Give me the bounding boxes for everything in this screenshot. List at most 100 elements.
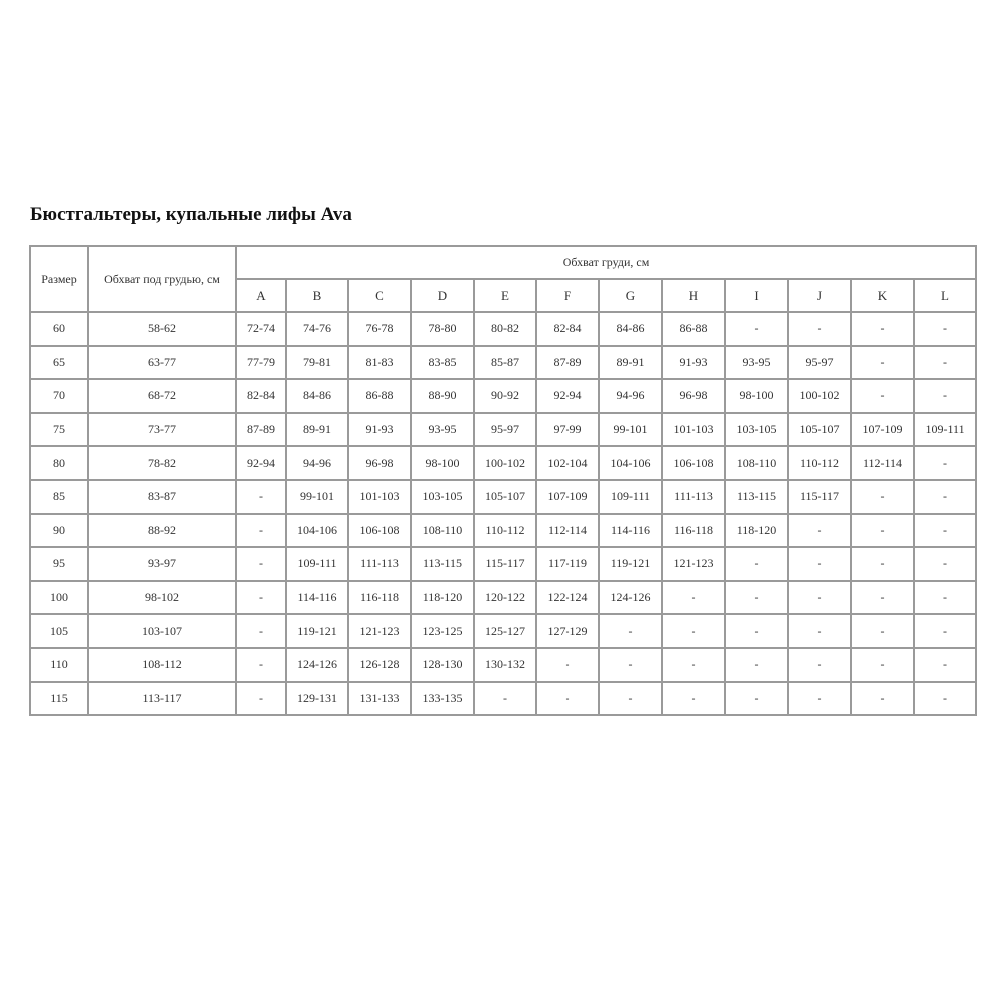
table-row: 105 103-107-119-121 121-123 123-125 125-127 1… bbox=[29, 613, 978, 649]
cell-bust: 101-103 bbox=[661, 411, 726, 448]
cell-bust: 124-126 bbox=[285, 646, 349, 683]
cell-bust: - bbox=[912, 478, 978, 515]
table-row: 60 58-62 72-74 74-76 76-78 78-80 80-82 82-84 84-… bbox=[29, 311, 978, 347]
cell-bust: 111-113 bbox=[347, 546, 412, 582]
cell-bust: 126-128 bbox=[347, 646, 412, 683]
cell-bust: 113-115 bbox=[410, 546, 475, 582]
cell-size: 95 bbox=[29, 546, 89, 582]
cell-bust: 81-83 bbox=[347, 344, 412, 381]
cell-size: 90 bbox=[29, 512, 89, 549]
cell-underbust: 88-92 bbox=[87, 512, 237, 549]
cell-bust: 98-100 bbox=[724, 378, 789, 414]
table-row: 100 98-102-114-116 116-118 118-120 120-122 12… bbox=[29, 579, 978, 616]
cell-bust: - bbox=[850, 579, 915, 616]
cell-bust: 82-84 bbox=[535, 311, 600, 347]
cell-bust: 110-112 bbox=[787, 445, 852, 481]
cell-bust: 119-121 bbox=[598, 546, 663, 582]
cell-bust: 120-122 bbox=[473, 579, 537, 616]
cell-bust: 129-131 bbox=[285, 680, 349, 717]
cell-bust: 119-121 bbox=[285, 613, 349, 649]
cell-bust: 125-127 bbox=[473, 613, 537, 649]
cell-bust: 133-135 bbox=[410, 680, 475, 717]
cell-underbust: 103-107 bbox=[87, 613, 237, 649]
cell-bust: 86-88 bbox=[661, 311, 726, 347]
header-underbust: Обхват под грудью, см bbox=[87, 245, 237, 313]
cell-underbust: 68-72 bbox=[87, 378, 237, 414]
cell-size: 70 bbox=[29, 378, 89, 414]
cell-bust: 108-110 bbox=[724, 445, 789, 481]
cell-size: 110 bbox=[29, 646, 89, 683]
cell-bust: 86-88 bbox=[347, 378, 412, 414]
cell-bust: - bbox=[850, 613, 915, 649]
table-row: 90 88-92-104-106 106-108 108-110 110-112 112-… bbox=[29, 512, 978, 549]
cell-bust: - bbox=[912, 512, 978, 549]
cell-bust: 121-123 bbox=[347, 613, 412, 649]
cell-bust: - bbox=[235, 478, 287, 515]
cell-bust: - bbox=[787, 680, 852, 717]
cell-size: 115 bbox=[29, 680, 89, 717]
cell-bust: 76-78 bbox=[347, 311, 412, 347]
cell-bust: 98-100 bbox=[410, 445, 475, 481]
cell-bust: 91-93 bbox=[661, 344, 726, 381]
cell-bust: 118-120 bbox=[724, 512, 789, 549]
cell-bust: - bbox=[850, 478, 915, 515]
cell-bust: - bbox=[912, 613, 978, 649]
cell-bust: 111-113 bbox=[661, 478, 726, 515]
cell-bust: - bbox=[235, 613, 287, 649]
cell-underbust: 98-102 bbox=[87, 579, 237, 616]
cell-underbust: 63-77 bbox=[87, 344, 237, 381]
cell-bust: 114-116 bbox=[598, 512, 663, 549]
cell-bust: - bbox=[661, 579, 726, 616]
cell-bust: 128-130 bbox=[410, 646, 475, 683]
cell-bust: 96-98 bbox=[661, 378, 726, 414]
cell-bust: 99-101 bbox=[598, 411, 663, 448]
cell-bust: 78-80 bbox=[410, 311, 475, 347]
table-row: 95 93-97-109-111 111-113 113-115 115-117 117-… bbox=[29, 546, 978, 582]
cell-size: 100 bbox=[29, 579, 89, 616]
cell-bust: 74-76 bbox=[285, 311, 349, 347]
header-cup: I bbox=[724, 278, 789, 313]
cell-bust: - bbox=[912, 579, 978, 616]
cell-bust: 105-107 bbox=[473, 478, 537, 515]
cell-bust: 94-96 bbox=[598, 378, 663, 414]
cell-bust: - bbox=[787, 546, 852, 582]
cell-bust: - bbox=[661, 680, 726, 717]
cell-bust: 122-124 bbox=[535, 579, 600, 616]
cell-bust: 112-114 bbox=[850, 445, 915, 481]
cell-bust: - bbox=[235, 579, 287, 616]
cell-bust: 87-89 bbox=[235, 411, 287, 448]
cell-bust: - bbox=[850, 378, 915, 414]
cell-bust: 94-96 bbox=[285, 445, 349, 481]
cell-bust: 92-94 bbox=[235, 445, 287, 481]
cell-bust: - bbox=[850, 546, 915, 582]
cell-underbust: 78-82 bbox=[87, 445, 237, 481]
cell-bust: - bbox=[235, 512, 287, 549]
header-cup: F bbox=[535, 278, 600, 313]
cell-bust: 118-120 bbox=[410, 579, 475, 616]
cell-size: 105 bbox=[29, 613, 89, 649]
cell-bust: 84-86 bbox=[285, 378, 349, 414]
cell-bust: 100-102 bbox=[787, 378, 852, 414]
cell-bust: - bbox=[912, 646, 978, 683]
cell-bust: 121-123 bbox=[661, 546, 726, 582]
table-body: 60 58-62 72-74 74-76 76-78 78-80 80-82 82-84 84-… bbox=[29, 311, 978, 717]
cell-bust: - bbox=[473, 680, 537, 717]
cell-underbust: 108-112 bbox=[87, 646, 237, 683]
cell-size: 85 bbox=[29, 478, 89, 515]
cell-bust: 116-118 bbox=[661, 512, 726, 549]
cell-bust: 89-91 bbox=[285, 411, 349, 448]
cell-size: 80 bbox=[29, 445, 89, 481]
cell-bust: 107-109 bbox=[850, 411, 915, 448]
cell-bust: 109-111 bbox=[598, 478, 663, 515]
cell-underbust: 83-87 bbox=[87, 478, 237, 515]
cell-bust: 95-97 bbox=[787, 344, 852, 381]
cell-underbust: 58-62 bbox=[87, 311, 237, 347]
cell-bust: - bbox=[598, 680, 663, 717]
cell-bust: 113-115 bbox=[724, 478, 789, 515]
cell-bust: - bbox=[235, 646, 287, 683]
header-cup: B bbox=[285, 278, 349, 313]
header-cup: K bbox=[850, 278, 915, 313]
cell-bust: 77-79 bbox=[235, 344, 287, 381]
cell-bust: 110-112 bbox=[473, 512, 537, 549]
cell-bust: 93-95 bbox=[724, 344, 789, 381]
